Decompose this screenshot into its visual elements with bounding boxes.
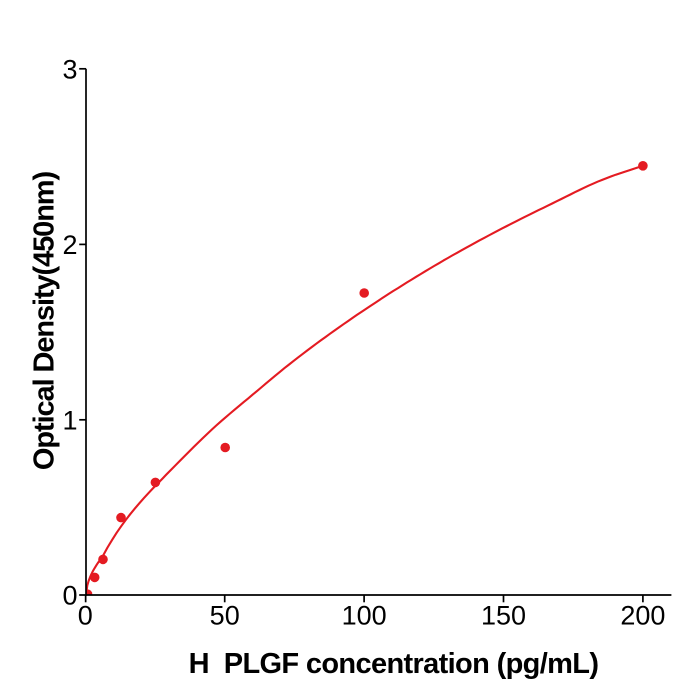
svg-text:0: 0 xyxy=(62,581,77,611)
svg-text:H PLGF concentration (pg/mL): H PLGF concentration (pg/mL) xyxy=(189,648,599,680)
svg-text:3: 3 xyxy=(62,54,77,84)
svg-text:150: 150 xyxy=(481,601,526,631)
svg-text:1: 1 xyxy=(62,405,77,435)
svg-text:200: 200 xyxy=(620,601,665,631)
svg-text:0: 0 xyxy=(78,601,93,631)
svg-text:Optical Density(450nm): Optical Density(450nm) xyxy=(29,172,61,471)
svg-text:100: 100 xyxy=(342,601,387,631)
svg-text:50: 50 xyxy=(210,601,240,631)
svg-text:2: 2 xyxy=(62,230,77,260)
